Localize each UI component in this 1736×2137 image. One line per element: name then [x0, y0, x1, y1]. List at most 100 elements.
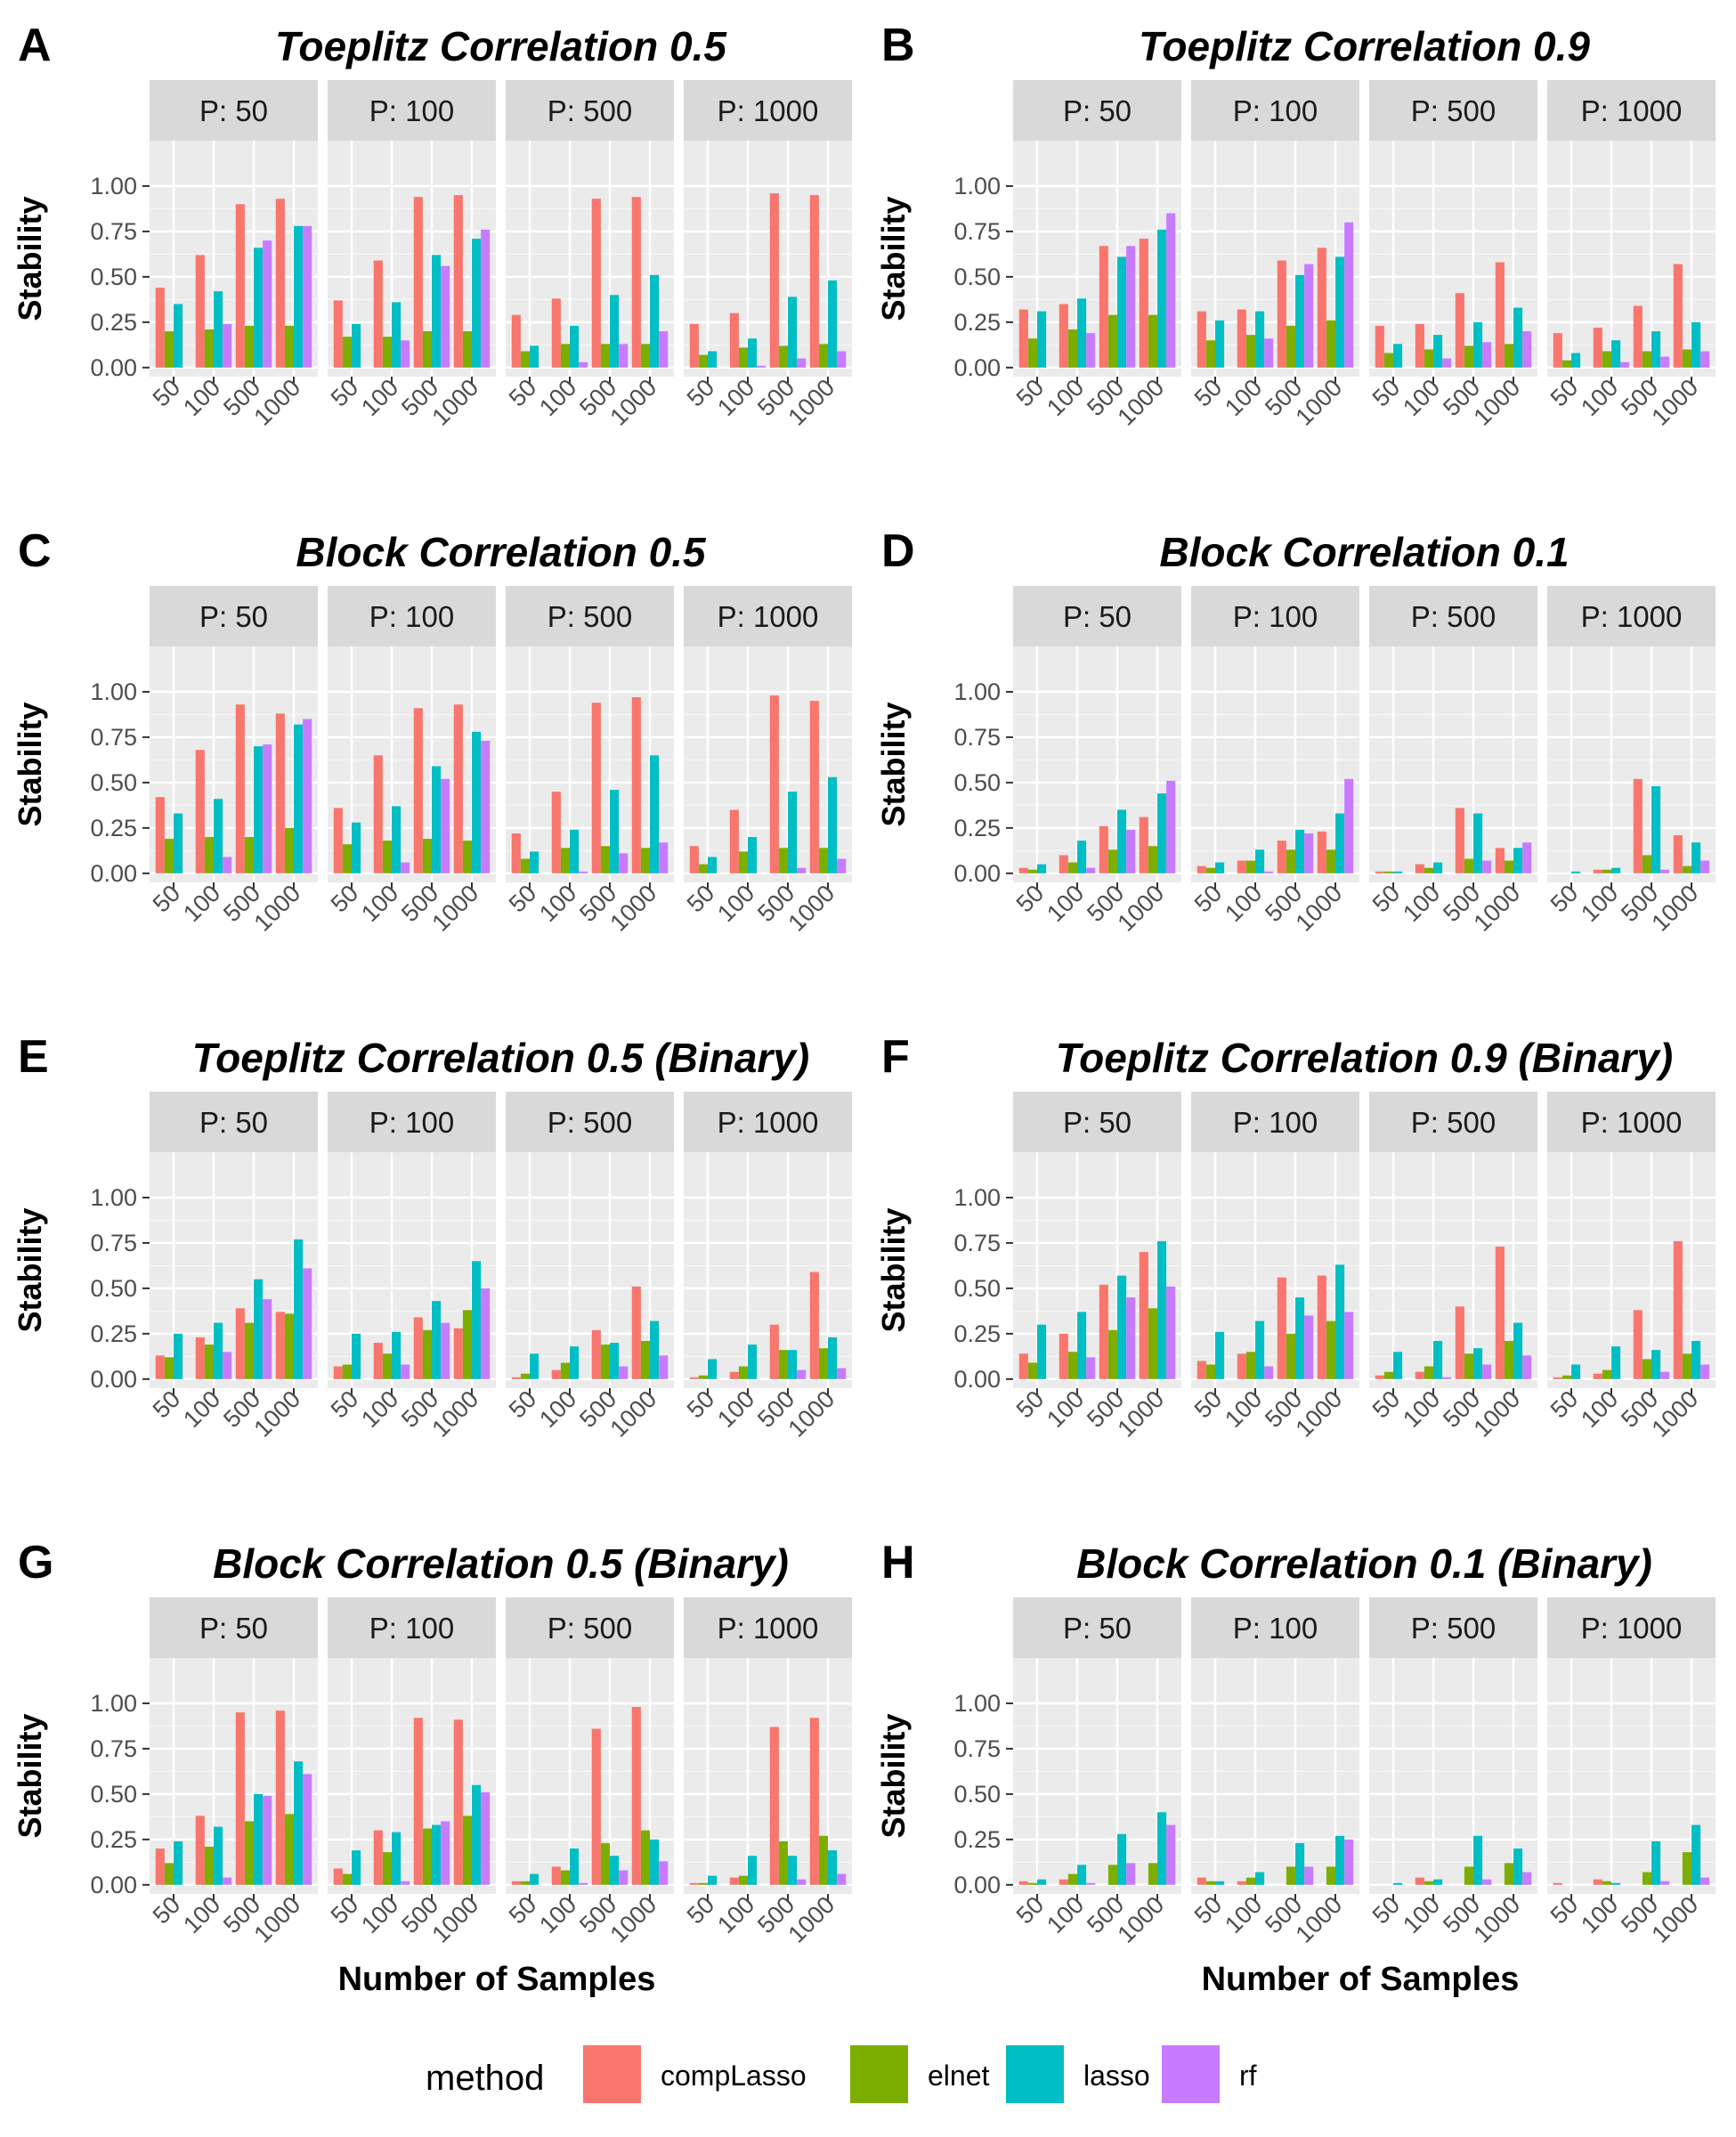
facet-strip-label: P: 1000	[1581, 1106, 1683, 1139]
bar-compLasso-n1000	[275, 1312, 285, 1379]
bar-elnet-n50	[1383, 1371, 1393, 1379]
facet-strip	[328, 80, 496, 141]
y-tick-label: 0.00	[90, 1366, 137, 1393]
bar-elnet-n50	[342, 337, 352, 368]
bar-compLasso-n100	[195, 255, 205, 368]
bar-rf-n100	[1086, 1357, 1096, 1379]
bar-compLasso-n100	[1059, 855, 1068, 873]
facet-background	[684, 646, 852, 882]
bar-rf-n500	[797, 358, 807, 368]
bar-rf-n1000	[1522, 331, 1532, 368]
bar-rf-n1000	[1344, 222, 1354, 368]
facet-strip	[328, 586, 496, 646]
y-tick-label: 0.75	[953, 1230, 1001, 1256]
bar-lasso-n500	[610, 790, 620, 873]
bar-rf-n500	[1126, 1297, 1136, 1379]
x-axis-title-right: Number of Samples	[1202, 1961, 1520, 1998]
bar-elnet-n100	[738, 851, 748, 873]
bar-elnet-n100	[1602, 351, 1611, 368]
bar-elnet-n50	[342, 844, 352, 873]
bar-rf-n100	[1086, 867, 1096, 873]
y-tick-label: 0.25	[953, 815, 1001, 841]
bar-elnet-n50	[164, 839, 174, 873]
bar-rf-n1000	[1700, 1364, 1710, 1379]
bar-rf-n500	[1660, 869, 1670, 873]
bar-elnet-n100	[1245, 1352, 1255, 1379]
bar-compLasso-n50	[155, 1849, 165, 1885]
bar-rf-n500	[1304, 833, 1314, 873]
bar-lasso-n1000	[1335, 256, 1345, 368]
bar-rf-n500	[1660, 356, 1670, 368]
y-tick-label: 0.75	[90, 724, 137, 751]
facet-strip-label: P: 100	[1233, 1612, 1318, 1645]
y-tick-label: 0.00	[90, 860, 137, 887]
bar-elnet-n100	[1602, 1881, 1611, 1885]
bar-elnet-n50	[164, 1863, 174, 1885]
bar-rf-n500	[1126, 1863, 1136, 1885]
bar-lasso-n100	[748, 1856, 758, 1885]
bar-compLasso-n1000	[809, 195, 819, 368]
bar-rf-n500	[441, 1821, 450, 1885]
bar-elnet-n500	[1642, 1359, 1651, 1379]
bar-compLasso-n500	[1633, 1310, 1643, 1379]
bar-elnet-n50	[520, 1881, 530, 1885]
bar-rf-n100	[1442, 358, 1452, 368]
facet-strip	[1369, 1597, 1537, 1658]
bar-lasso-n100	[1433, 1341, 1443, 1379]
y-tick-label: 1.00	[90, 1184, 137, 1211]
bar-lasso-n50	[1037, 311, 1047, 368]
facet-strip-label: P: 100	[1233, 94, 1318, 127]
bar-elnet-n50	[520, 1373, 530, 1379]
bar-elnet-n1000	[1326, 1320, 1335, 1379]
bar-rf-n500	[1660, 1371, 1670, 1379]
panel-letter-C: C	[18, 525, 52, 577]
facet-strip-label: P: 50	[199, 600, 268, 633]
bar-lasso-n50	[708, 1875, 718, 1885]
bar-rf-n500	[1482, 860, 1492, 873]
bar-lasso-n1000	[1335, 813, 1345, 873]
bar-compLasso-n50	[1197, 1361, 1206, 1379]
y-axis-title: Stability	[875, 702, 912, 826]
bar-elnet-n50	[1383, 353, 1393, 368]
bar-rf-n1000	[837, 1368, 847, 1379]
y-tick-label: 0.75	[90, 218, 137, 245]
bar-compLasso-n500	[413, 197, 423, 368]
bar-lasso-n500	[1295, 829, 1305, 873]
bar-elnet-n50	[342, 1873, 352, 1885]
bar-elnet-n500	[1286, 1333, 1295, 1379]
bar-elnet-n50	[1205, 340, 1215, 368]
bar-compLasso-n1000	[809, 701, 819, 873]
bar-lasso-n500	[1651, 1840, 1661, 1885]
bar-compLasso-n100	[729, 313, 739, 368]
bar-lasso-n1000	[828, 1337, 838, 1379]
bar-elnet-n100	[1067, 862, 1077, 873]
facet-strip	[1013, 80, 1181, 141]
bar-compLasso-n500	[235, 1712, 245, 1885]
panel-letter-G: G	[18, 1537, 53, 1589]
bar-compLasso-n100	[1593, 869, 1602, 873]
bar-lasso-n1000	[650, 274, 660, 368]
bar-compLasso-n50	[511, 1881, 521, 1885]
bar-compLasso-n50	[689, 1377, 699, 1379]
facet-strip	[684, 586, 852, 646]
y-axis-title: Stability	[875, 1713, 912, 1838]
bar-rf-n1000	[837, 1873, 847, 1885]
bar-compLasso-n100	[551, 298, 561, 368]
bar-lasso-n500	[1117, 256, 1127, 368]
bar-elnet-n1000	[1326, 1866, 1335, 1885]
bar-lasso-n100	[570, 829, 580, 873]
bar-elnet-n100	[382, 1852, 392, 1885]
bar-elnet-n100	[382, 1353, 392, 1379]
bar-compLasso-n1000	[1673, 835, 1683, 873]
bar-elnet-n50	[1383, 871, 1393, 873]
bar-compLasso-n100	[1237, 309, 1246, 368]
bar-lasso-n500	[1473, 813, 1483, 873]
facet-strip-label: P: 100	[1233, 1106, 1318, 1139]
bar-compLasso-n100	[195, 750, 205, 873]
bar-compLasso-n50	[333, 1868, 343, 1885]
bar-lasso-n50	[352, 822, 361, 873]
